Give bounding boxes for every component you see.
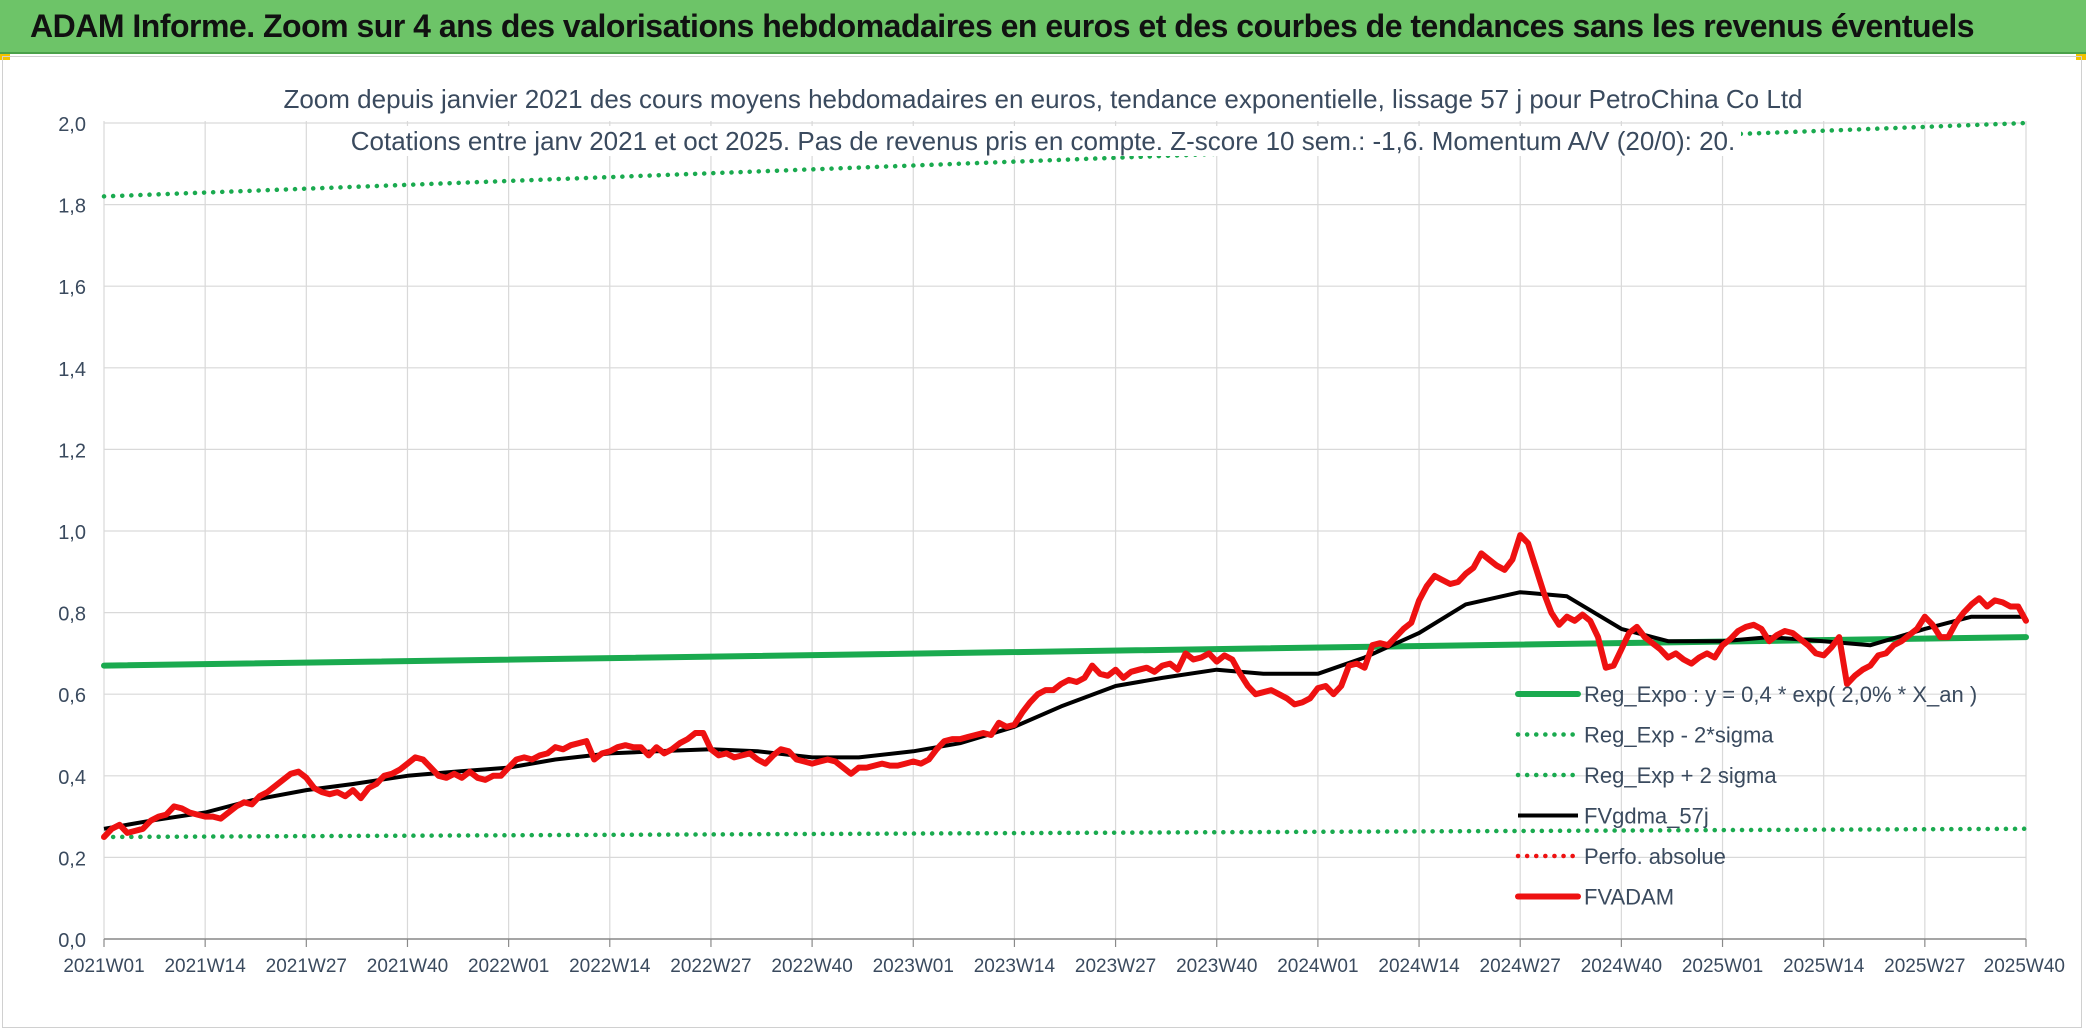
fvadam-series: [101, 532, 2029, 840]
x-tick-label: 2021W40: [367, 956, 448, 977]
legend-label: Reg_Exp + 2 sigma: [1584, 763, 1777, 788]
y-tick-label: 0,0: [58, 930, 86, 952]
x-tick-label: 2024W27: [1480, 956, 1561, 977]
y-tick-label: 2,0: [58, 114, 86, 136]
x-tick-label: 2023W01: [873, 956, 954, 977]
y-tick-label: 1,8: [58, 196, 86, 218]
x-tick-label: 2022W01: [468, 956, 549, 977]
x-tick-label: 2024W01: [1277, 956, 1358, 977]
legend-label: Reg_Exp - 2*sigma: [1584, 723, 1774, 748]
chart-title: Zoom depuis janvier 2021 des cours moyen…: [0, 84, 2086, 115]
y-tick-label: 0,2: [58, 848, 86, 870]
y-tick-label: 1,6: [58, 277, 86, 299]
x-tick-label: 2023W40: [1176, 956, 1257, 977]
legend-label: Reg_Expo : y = 0,4 * exp( 2,0% * X_an ): [1584, 682, 1977, 707]
y-tick-label: 0,8: [58, 604, 86, 626]
legend-label: FVADAM: [1584, 885, 1674, 910]
banner-corner-accent-left: [0, 54, 10, 60]
chart-frame: [2, 56, 2082, 1028]
legend-label: FVgdma_57j: [1584, 804, 1709, 829]
x-tick-label: 2023W27: [1075, 956, 1156, 977]
x-tick-label: 2021W14: [164, 956, 246, 977]
x-tick-label: 2023W14: [974, 956, 1056, 977]
x-tick-label: 2025W14: [1783, 956, 1865, 977]
x-tick-label: 2022W40: [771, 956, 852, 977]
fvgdma-57j-series: [103, 590, 2026, 831]
x-tick-label: 2025W01: [1682, 956, 1763, 977]
legend-label: Perfo. absolue: [1584, 844, 1726, 869]
report-banner: ADAM Informe. Zoom sur 4 ans des valoris…: [0, 0, 2086, 54]
x-tick-label: 2022W27: [670, 956, 751, 977]
y-tick-label: 0,6: [58, 685, 86, 707]
x-tick-label: 2025W27: [1884, 956, 1965, 977]
y-tick-label: 1,4: [58, 359, 86, 381]
reg-minus-2sigma-series: [101, 826, 2029, 840]
y-tick-label: 0,4: [58, 767, 86, 789]
x-tick-label: 2021W27: [266, 956, 347, 977]
report-title: ADAM Informe. Zoom sur 4 ans des valoris…: [30, 8, 1975, 44]
y-tick-label: 1,0: [58, 522, 86, 544]
x-tick-label: 2024W14: [1378, 956, 1460, 977]
x-tick-label: 2024W40: [1581, 956, 1662, 977]
chart-subtitle: Cotations entre janv 2021 et oct 2025. P…: [0, 126, 2086, 157]
x-tick-label: 2022W14: [569, 956, 651, 977]
x-tick-label: 2021W01: [63, 956, 144, 977]
x-tick-label: 2025W40: [1984, 956, 2065, 977]
y-tick-label: 1,2: [58, 440, 86, 462]
